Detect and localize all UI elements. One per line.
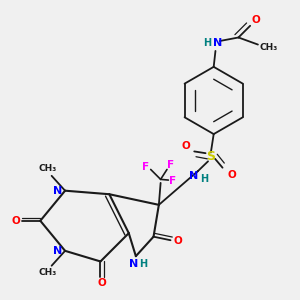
Text: O: O <box>252 16 260 26</box>
Text: O: O <box>182 141 190 151</box>
Text: S: S <box>206 149 215 163</box>
Text: N: N <box>53 246 62 256</box>
Text: H: H <box>204 38 212 48</box>
Text: F: F <box>167 160 174 170</box>
Text: O: O <box>173 236 182 246</box>
Text: CH₃: CH₃ <box>38 164 56 173</box>
Text: H: H <box>200 174 208 184</box>
Text: O: O <box>98 278 106 288</box>
Text: N: N <box>53 186 62 196</box>
Text: N: N <box>189 171 199 181</box>
Text: CH₃: CH₃ <box>260 43 278 52</box>
Text: N: N <box>130 259 139 269</box>
Text: O: O <box>227 170 236 180</box>
Text: F: F <box>142 162 149 172</box>
Text: F: F <box>169 176 177 186</box>
Text: H: H <box>140 259 148 269</box>
Text: O: O <box>11 216 20 226</box>
Text: CH₃: CH₃ <box>38 268 56 277</box>
Text: N: N <box>213 38 222 48</box>
